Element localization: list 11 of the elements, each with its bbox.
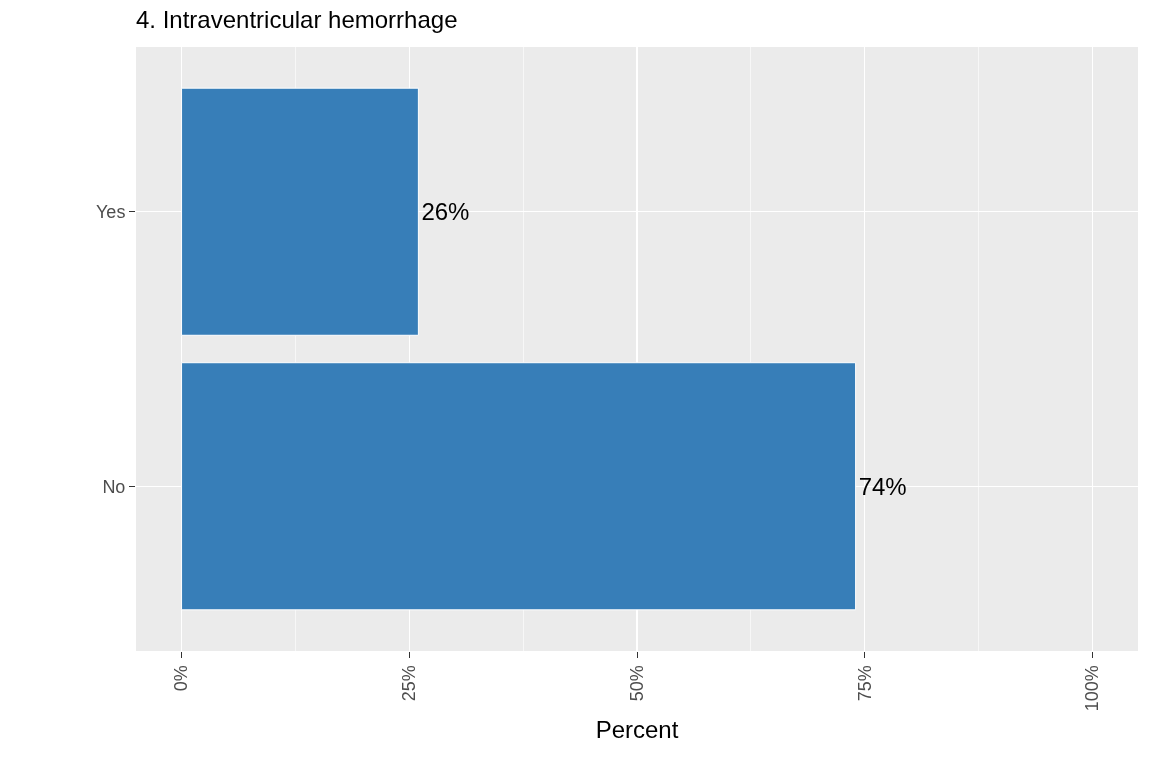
x-tick-label: 75%: [854, 665, 875, 702]
x-tick-label: 100%: [1082, 665, 1103, 712]
data-label: 74%: [858, 472, 907, 500]
x-tick-label: 25%: [399, 665, 420, 702]
data-label: 26%: [421, 198, 470, 226]
x-axis-title: Percent: [595, 715, 679, 743]
y-tick-label: No: [102, 476, 126, 497]
chart-title: 4. Intraventricular hemorrhage: [136, 6, 458, 34]
x-tick-label: 0%: [171, 665, 192, 692]
x-tick-label: 50%: [626, 665, 647, 702]
y-tick-label: Yes: [96, 202, 126, 223]
